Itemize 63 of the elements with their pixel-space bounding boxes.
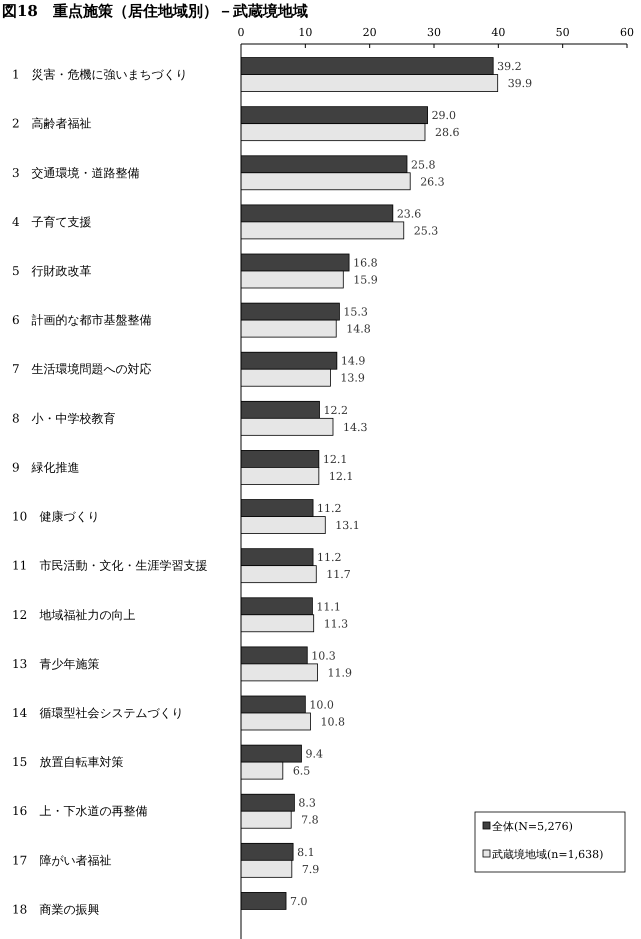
data-label: 14.9 bbox=[340, 354, 366, 368]
y-tick-label: 8 小・中学校教育 bbox=[12, 411, 116, 426]
data-label: 7.9 bbox=[302, 862, 320, 876]
y-tick-label: 14 循環型社会システムづくり bbox=[12, 706, 184, 720]
data-label: 11.3 bbox=[324, 617, 348, 630]
data-label: 12.1 bbox=[328, 470, 354, 483]
data-label: 39.2 bbox=[497, 60, 522, 74]
y-tick-label: 18 商業の振興 bbox=[12, 902, 100, 916]
data-label: 12.1 bbox=[322, 452, 348, 466]
y-tick-label: 3 交通環境・道路整備 bbox=[12, 166, 140, 180]
data-label: 11.2 bbox=[317, 551, 342, 564]
y-tick-label: 15 放置自転車対策 bbox=[12, 755, 124, 770]
data-label: 7.0 bbox=[290, 894, 308, 908]
data-label: 8.1 bbox=[297, 846, 315, 859]
x-tick-label: 0 bbox=[238, 26, 244, 39]
y-tick-label: 5 行財政改革 bbox=[12, 264, 92, 278]
y-tick-label: 1 災害・危機に強いまちづくり bbox=[12, 68, 188, 82]
y-tick-label: 7 生活環境問題への対応 bbox=[12, 362, 152, 376]
data-label: 9.4 bbox=[305, 748, 323, 761]
data-label: 8.3 bbox=[298, 796, 316, 810]
legend-label: 武蔵境地域(n=1,638) bbox=[492, 848, 604, 861]
data-label: 10.8 bbox=[320, 716, 345, 728]
chart-title: 図18 重点施策（居住地域別）－武蔵境地域 bbox=[2, 2, 308, 20]
y-tick-label: 17 障がい者福祉 bbox=[12, 853, 112, 868]
x-tick-label: 40 bbox=[491, 26, 506, 39]
x-tick-label: 30 bbox=[427, 26, 441, 39]
x-tick-label: 10 bbox=[298, 26, 312, 39]
data-label: 26.3 bbox=[420, 175, 445, 188]
data-label: 25.8 bbox=[410, 158, 436, 172]
y-tick-label: 4 子育て支援 bbox=[12, 214, 92, 229]
data-label: 11.1 bbox=[316, 600, 341, 614]
y-tick-label: 11 市民活動・文化・生涯学習支援 bbox=[12, 558, 208, 573]
data-label: 6.5 bbox=[292, 764, 310, 778]
data-label: 11.2 bbox=[317, 502, 342, 516]
y-tick-label: 9 緑化推進 bbox=[12, 460, 80, 474]
data-label: 28.6 bbox=[434, 126, 460, 140]
y-tick-label: 2 高齢者福祉 bbox=[12, 116, 92, 131]
data-label: 10.3 bbox=[311, 649, 336, 662]
data-label: 15.3 bbox=[343, 306, 368, 319]
y-tick-label: 16 上・下水道の再整備 bbox=[12, 804, 148, 818]
legend-label: 全体(N=5,276) bbox=[492, 820, 573, 833]
data-label: 12.2 bbox=[323, 404, 348, 417]
data-label: 23.6 bbox=[396, 207, 422, 220]
data-label: 29.0 bbox=[432, 109, 456, 122]
data-label: 7.8 bbox=[301, 814, 319, 827]
x-tick-label: 50 bbox=[556, 26, 570, 39]
data-label: 16.8 bbox=[353, 256, 378, 270]
y-tick-label: 6 計画的な都市基盤整備 bbox=[12, 313, 152, 328]
data-label: 11.7 bbox=[326, 568, 351, 582]
data-label: 10.0 bbox=[309, 698, 334, 712]
x-tick-label: 20 bbox=[362, 26, 377, 39]
y-tick-label: 10 健康づくり bbox=[12, 510, 100, 524]
data-label: 14.3 bbox=[342, 420, 368, 434]
data-label: 11.9 bbox=[328, 666, 352, 680]
data-label: 14.8 bbox=[346, 322, 371, 336]
y-tick-label: 13 青少年施策 bbox=[12, 656, 100, 671]
data-label: 13.1 bbox=[335, 519, 360, 532]
data-label: 39.9 bbox=[508, 77, 532, 90]
data-label: 25.3 bbox=[414, 224, 438, 238]
data-label: 13.9 bbox=[340, 372, 365, 385]
data-label: 15.9 bbox=[353, 274, 378, 286]
y-tick-label: 12 地域福祉力の向上 bbox=[12, 608, 136, 622]
x-tick-label: 60 bbox=[620, 26, 634, 39]
